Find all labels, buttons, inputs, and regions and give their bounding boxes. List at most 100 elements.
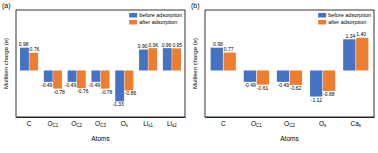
data-label: 0.95 xyxy=(172,42,182,48)
data-labels: 0.98-0.49-0.49-0.49-1.330.900.960.76-0.7… xyxy=(19,41,183,107)
legend-label: before adsorption xyxy=(328,12,371,18)
y-axis-title: Mulliken charge (e) xyxy=(192,38,198,89)
x-tick-label: Lis2 xyxy=(167,120,177,129)
x-tick-label: OC1 xyxy=(251,120,262,129)
bar xyxy=(310,70,322,96)
label-subscript: s xyxy=(126,123,129,128)
label-subscript: C1 xyxy=(256,123,262,128)
bar xyxy=(68,70,77,81)
bar xyxy=(77,70,86,88)
label-subscript: C2 xyxy=(76,123,82,128)
bar xyxy=(101,70,110,88)
panel-title: (a) xyxy=(2,2,11,10)
legend-label: after adsorption xyxy=(139,19,177,25)
bars-inner xyxy=(20,48,181,102)
bar xyxy=(53,70,62,88)
legend-label: before adsorption xyxy=(139,12,182,18)
label-subscript: s xyxy=(359,123,362,128)
bar xyxy=(139,50,148,71)
bar xyxy=(356,38,368,71)
figure: 0.98-0.49-0.49-0.49-1.330.900.960.76-0.7… xyxy=(0,0,378,153)
bar xyxy=(20,48,29,71)
x-axis-title: Atoms xyxy=(91,135,110,142)
label-subscript: C3 xyxy=(100,123,106,128)
x-axis: C OC1 OC2 OC3 Os Lis1 Lis2 xyxy=(17,118,186,129)
legend-swatch xyxy=(318,13,326,18)
data-label: -0.86 xyxy=(125,90,137,96)
panel-title: (b) xyxy=(191,2,200,10)
label-subscript: s1 xyxy=(148,123,153,128)
data-label: 0.98 xyxy=(19,41,29,47)
x-tick-label: Os xyxy=(121,120,129,129)
bar xyxy=(125,70,134,90)
x-tick: C xyxy=(221,120,226,127)
bar xyxy=(224,53,236,71)
x-tick: Os xyxy=(121,120,129,129)
data-label: -0.62 xyxy=(290,85,302,91)
x-tick: OC3 xyxy=(95,120,106,129)
x-tick-label: OC2 xyxy=(71,120,82,129)
bar xyxy=(277,70,289,81)
data-label: -1.33 xyxy=(112,101,124,107)
data-label: -0.88 xyxy=(323,91,335,97)
x-axis-line xyxy=(17,117,186,118)
plot-frame xyxy=(16,10,185,117)
x-tick-label: OC2 xyxy=(284,120,295,129)
label-subscript: C2 xyxy=(289,123,295,128)
data-label: -0.49 xyxy=(65,82,77,88)
data-label: -0.49 xyxy=(41,82,53,88)
label-base: C xyxy=(221,120,226,127)
x-tick: OC1 xyxy=(251,120,262,129)
data-label: 0.90 xyxy=(138,43,148,49)
bar xyxy=(323,70,335,90)
x-tick-label: OC3 xyxy=(95,120,106,129)
bar xyxy=(244,70,256,81)
data-label: -0.61 xyxy=(257,85,269,91)
bars-inner xyxy=(211,38,369,97)
bars xyxy=(211,38,369,97)
data-label: 0.96 xyxy=(162,42,172,48)
bar xyxy=(115,70,124,101)
data-label: -0.76 xyxy=(77,88,89,94)
plot-frame xyxy=(205,10,374,117)
bar xyxy=(91,70,100,81)
data-labels: 0.98 -0.49 -0.49 -1.12 1.34 0.77 -0.61 -0.62 -0.… xyxy=(213,31,366,102)
data-label: -0.49 xyxy=(244,82,256,88)
x-tick-label: Cas xyxy=(350,120,361,129)
legend: before adsorptionafter adsorption xyxy=(129,12,182,25)
x-tick: Cas xyxy=(350,120,361,129)
bar xyxy=(172,48,181,70)
bar xyxy=(211,48,223,71)
data-label: 0.98 xyxy=(213,41,223,47)
data-label: -0.49 xyxy=(89,82,101,88)
x-tick: C xyxy=(27,120,32,127)
x-tick-label: OC1 xyxy=(47,120,58,129)
label-subscript: C1 xyxy=(53,123,59,128)
bar xyxy=(148,48,157,70)
x-tick-label: Lis1 xyxy=(143,120,153,129)
x-tick: Lis1 xyxy=(143,120,153,129)
x-tick: OC2 xyxy=(284,120,295,129)
data-label: -1.12 xyxy=(311,97,323,103)
panel: 0.98-0.49-0.49-0.49-1.330.900.960.76-0.7… xyxy=(2,2,186,142)
legend-swatch xyxy=(318,20,326,25)
x-axis: COC1OC2OsCas xyxy=(206,118,375,129)
data-label: -0.49 xyxy=(278,82,290,88)
label-base: C xyxy=(27,120,32,127)
data-label: 1.34 xyxy=(346,33,356,39)
label-subscript: s xyxy=(324,123,327,128)
panel: 0.98 -0.49 -0.49 -1.12 1.34 0.77 -0.61 -0.62 -0.… xyxy=(191,2,375,142)
bar xyxy=(29,53,38,71)
x-tick-label: C xyxy=(221,120,226,127)
x-tick: Lis2 xyxy=(167,120,177,129)
data-label: -0.78 xyxy=(101,89,113,95)
bar xyxy=(257,70,269,84)
legend-label: after adsorption xyxy=(328,19,366,25)
data-label: 0.96 xyxy=(149,42,159,48)
y-axis-title: Mulliken charge (e) xyxy=(3,38,9,89)
data-label: 0.77 xyxy=(224,46,234,52)
legend: before adsorptionafter adsorption xyxy=(318,12,371,25)
x-axis-title: Atoms xyxy=(280,135,299,142)
x-tick: OC1 xyxy=(47,120,58,129)
legend-swatch xyxy=(129,13,137,18)
